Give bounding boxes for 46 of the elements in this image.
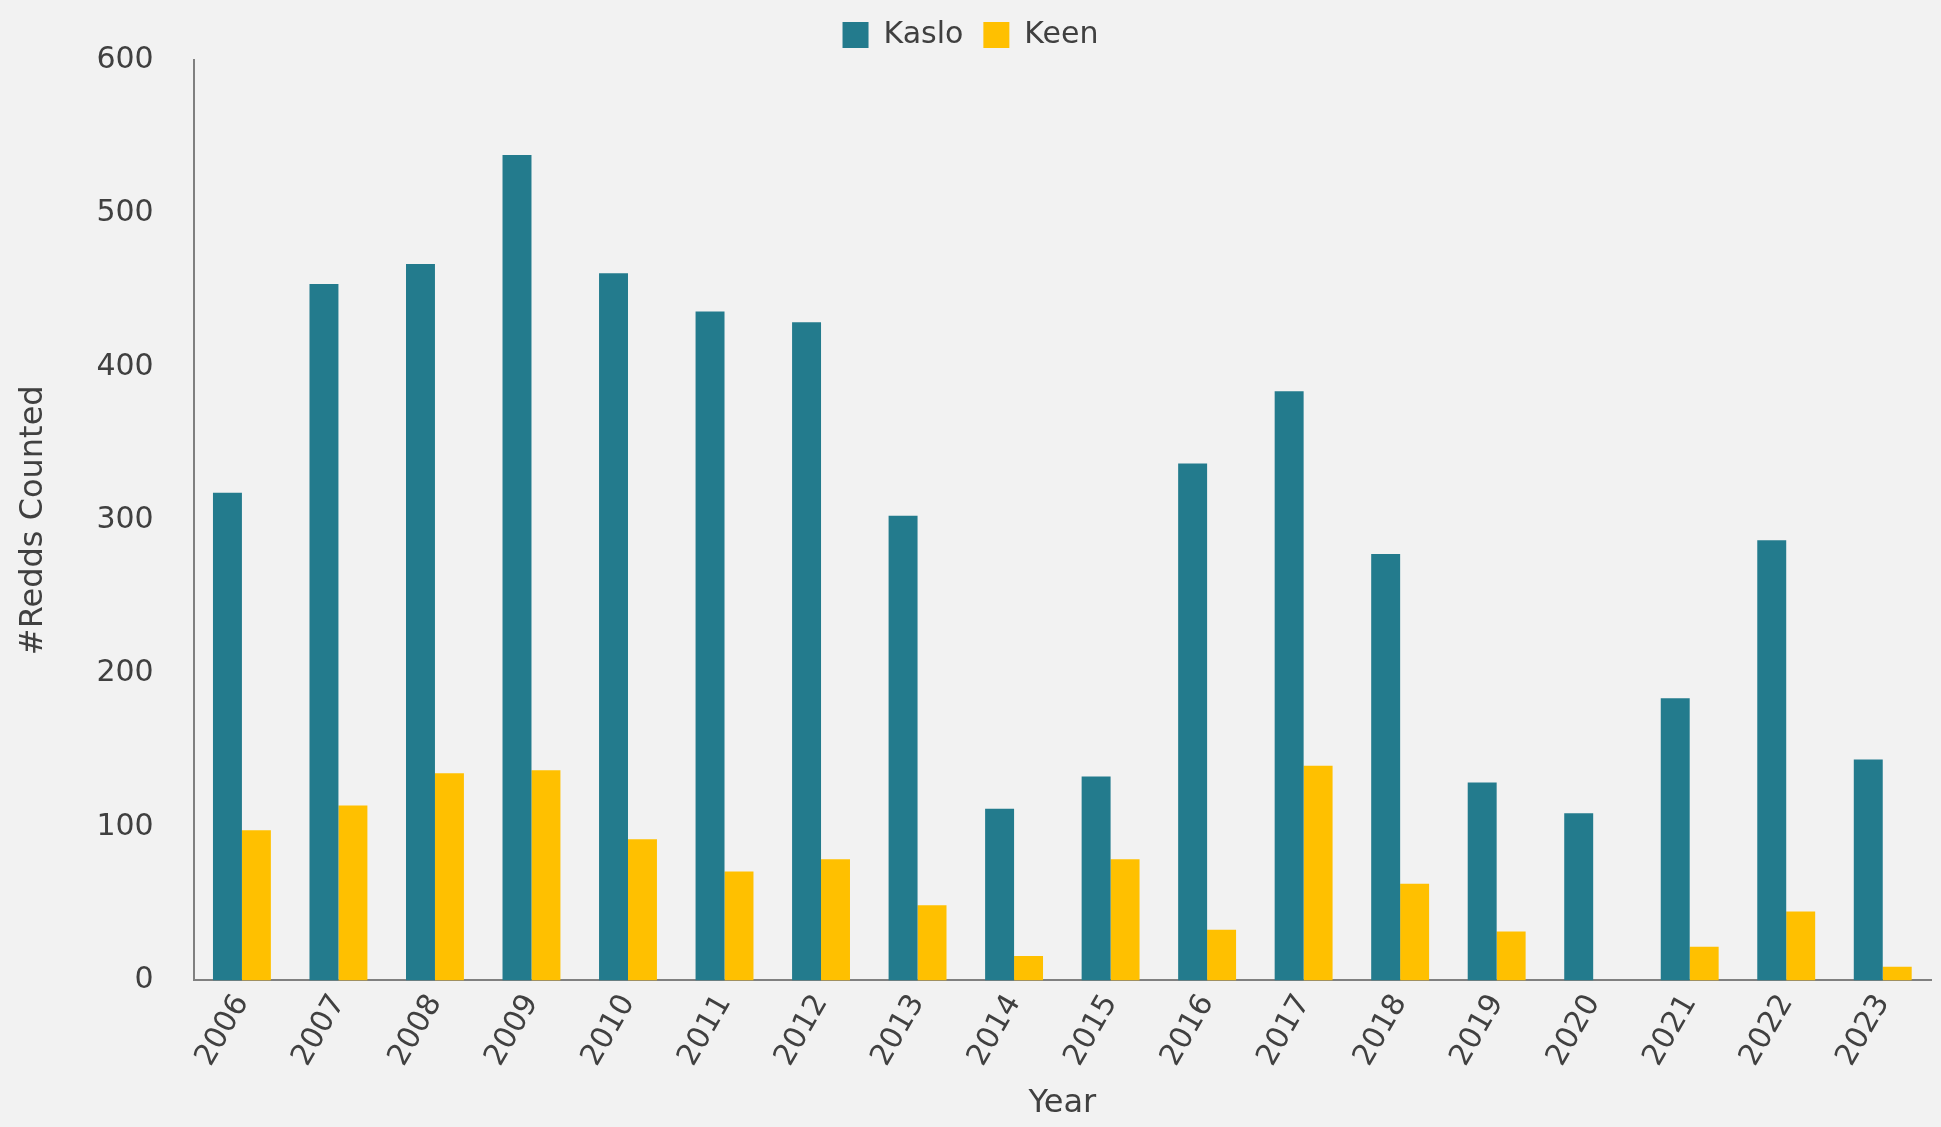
bar: [628, 839, 657, 981]
y-tick-label: 200: [96, 653, 154, 689]
bar: [985, 808, 1015, 981]
bar: [888, 515, 918, 981]
y-tick-label: 400: [96, 346, 154, 382]
bar: [1660, 698, 1690, 981]
y-axis-title: #Redds Counted: [11, 385, 50, 656]
bar: [917, 905, 947, 981]
bar: [1853, 759, 1883, 981]
bar: [1207, 929, 1237, 981]
bar: [792, 322, 822, 981]
y-tick-label: 300: [96, 500, 154, 536]
legend-label: Keen: [1024, 14, 1099, 50]
bar: [1467, 782, 1497, 981]
bar: [724, 871, 754, 981]
bar: [1014, 955, 1044, 981]
bar: [1786, 911, 1816, 981]
bar: [1371, 553, 1401, 981]
bar: [695, 311, 725, 981]
bar: [1689, 946, 1719, 981]
bar: [1757, 540, 1787, 981]
y-tick-label: 600: [96, 39, 154, 75]
legend-label: Kaslo: [883, 14, 964, 50]
bar: [1178, 463, 1208, 981]
bar: [1081, 776, 1111, 981]
bar: [1496, 931, 1526, 981]
bar: [212, 492, 242, 981]
y-tick-label: 100: [96, 806, 154, 842]
bar: [1110, 859, 1140, 981]
bar: [1303, 765, 1333, 981]
bar: [1882, 966, 1912, 981]
bar: [1564, 813, 1594, 981]
bar: [821, 859, 850, 981]
bar: [338, 805, 368, 981]
bar: [1400, 883, 1430, 981]
y-tick-label: 0: [134, 960, 154, 996]
bar: [241, 830, 271, 981]
bar: [406, 264, 435, 981]
x-axis-title: Year: [1027, 1082, 1098, 1121]
bar: [1274, 391, 1304, 981]
y-tick-label: 500: [96, 193, 154, 229]
bar: [531, 770, 561, 981]
bar: [502, 155, 532, 981]
bar: [599, 273, 628, 981]
bar: [434, 773, 464, 981]
bar: [309, 283, 339, 981]
